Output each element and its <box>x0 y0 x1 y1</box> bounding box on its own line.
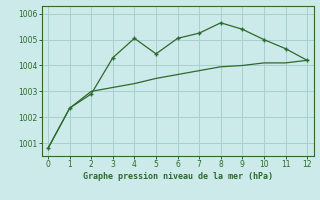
X-axis label: Graphe pression niveau de la mer (hPa): Graphe pression niveau de la mer (hPa) <box>83 172 273 181</box>
